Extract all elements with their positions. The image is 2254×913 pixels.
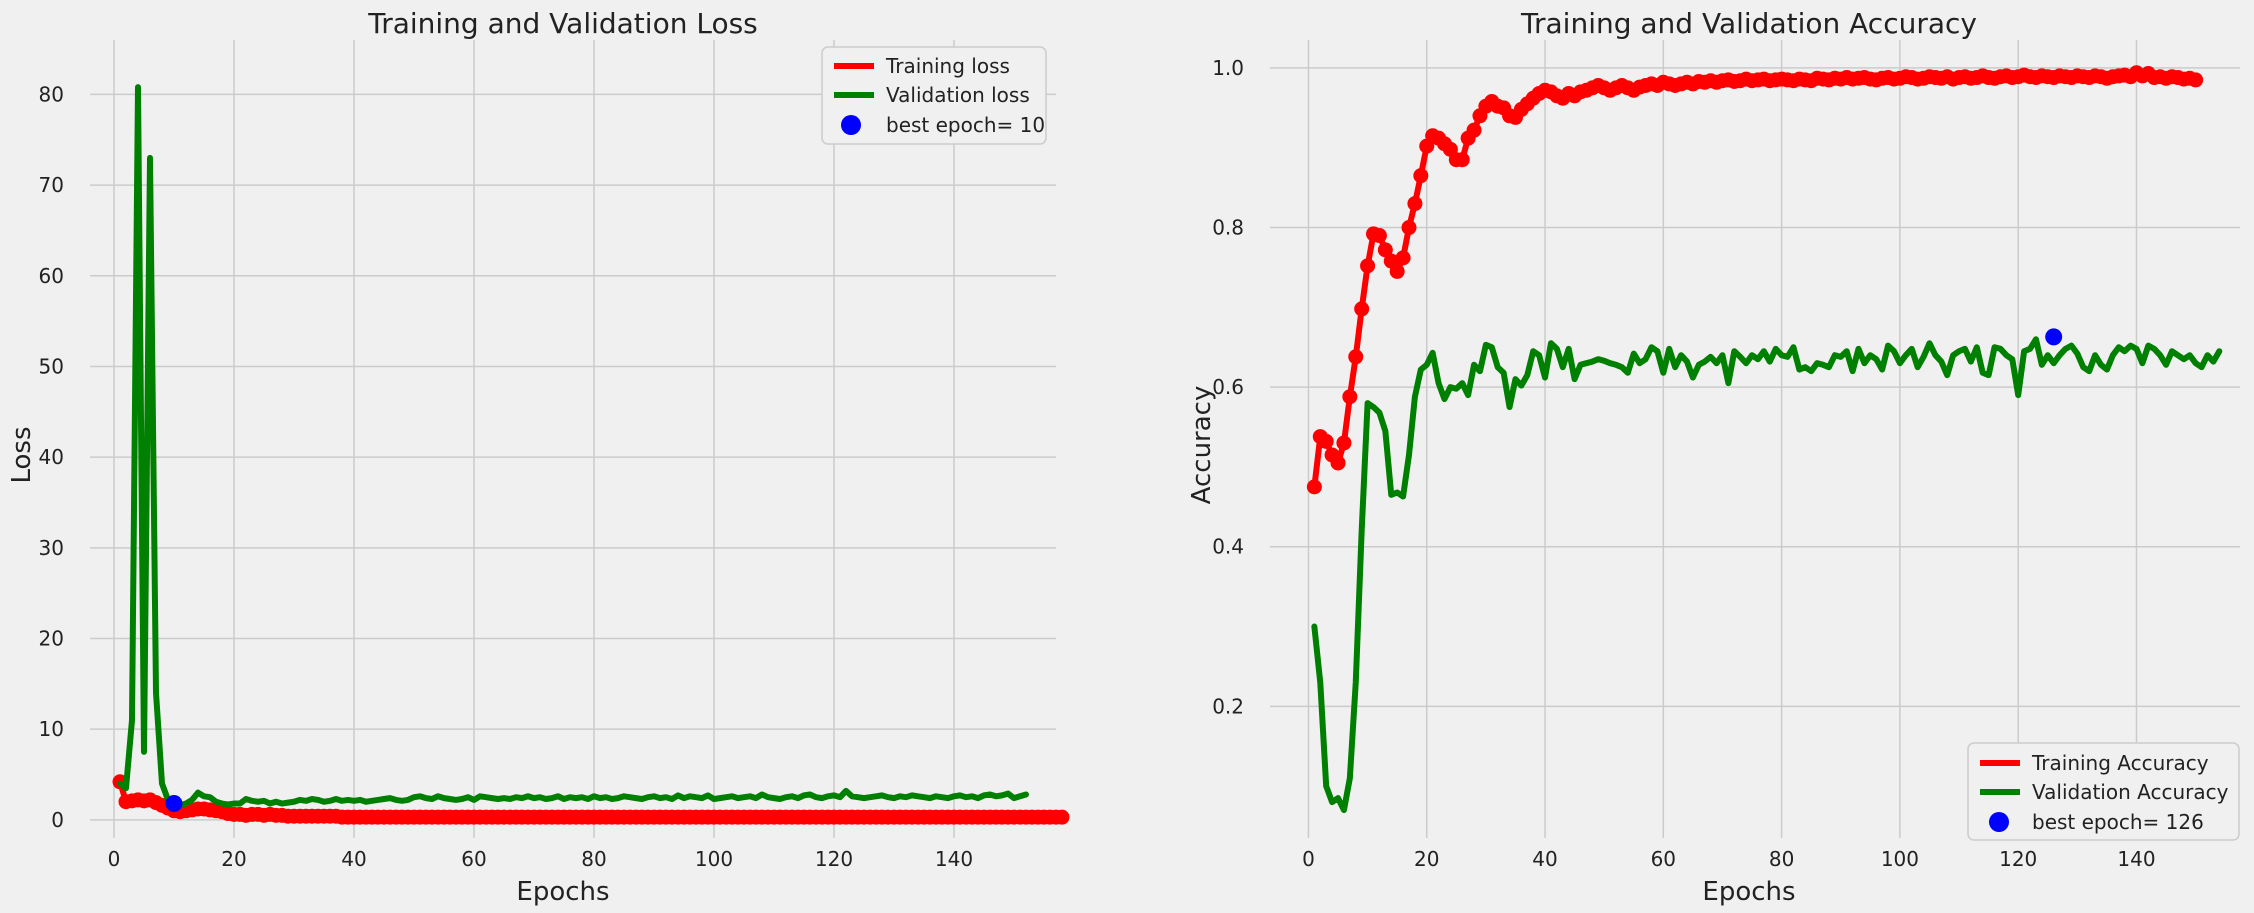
loss-y-tick-label: 10 (39, 717, 64, 741)
accuracy-x-tick-label: 120 (1999, 847, 2037, 871)
accuracy-legend-marker-best (1989, 812, 2009, 832)
accuracy-legend: Training Accuracy Validation Accuracy be… (1967, 742, 2240, 841)
loss-y-tick-label: 30 (39, 536, 64, 560)
loss-legend-label-best: best epoch= 10 (886, 113, 1045, 137)
accuracy-best-epoch-point (2045, 328, 2063, 346)
loss-x-tick-label: 40 (341, 847, 366, 871)
accuracy-series-training-accuracy-point (1348, 349, 1364, 365)
loss-series-training-loss-point (1054, 809, 1070, 825)
accuracy-series-training-accuracy-point (1407, 196, 1423, 212)
accuracy-legend-label-training: Training Accuracy (2031, 751, 2209, 775)
accuracy-y-axis-label: Accuracy (1187, 386, 1217, 505)
loss-best-epoch-point (165, 795, 183, 813)
loss-legend-label-validation: Validation loss (886, 83, 1030, 107)
loss-legend-box (821, 46, 1047, 145)
accuracy-series-training-accuracy-point (2188, 72, 2204, 88)
accuracy-y-tick-label: 1.0 (1212, 56, 1244, 80)
loss-x-tick-label: 80 (581, 847, 606, 871)
loss-panel: Training and Validation Loss 0 20 40 60 80 10… (7, 7, 1070, 907)
loss-x-tick-label: 100 (695, 847, 733, 871)
accuracy-series-training-accuracy-point (1342, 389, 1358, 405)
loss-y-tick-label: 50 (39, 354, 64, 378)
loss-y-tick-label: 80 (39, 82, 64, 106)
accuracy-x-tick-label: 80 (1769, 847, 1794, 871)
accuracy-x-tick-label: 0 (1302, 847, 1315, 871)
loss-y-axis-label: Loss (7, 426, 37, 483)
accuracy-y-ticks: 0.2 0.4 0.6 0.8 1.0 (1212, 56, 1244, 718)
accuracy-chart-title: Training and Validation Accuracy (1520, 7, 1977, 40)
accuracy-series-training-accuracy-point (1395, 250, 1411, 266)
accuracy-x-tick-label: 40 (1532, 847, 1557, 871)
accuracy-panel: Training and Validation Accuracy 0 20 40 60… (1187, 7, 2240, 907)
loss-legend-label-training: Training loss (885, 54, 1010, 78)
loss-x-tick-label: 20 (221, 847, 246, 871)
loss-chart-title: Training and Validation Loss (367, 7, 758, 40)
loss-y-tick-label: 0 (51, 808, 64, 832)
accuracy-legend-box (1967, 742, 2240, 841)
loss-x-tick-label: 140 (935, 847, 973, 871)
accuracy-series-training-accuracy-point (1330, 455, 1346, 471)
loss-series-layer (112, 84, 1070, 825)
accuracy-x-tick-label: 100 (1881, 847, 1919, 871)
loss-y-tick-label: 70 (39, 173, 64, 197)
loss-y-tick-label: 40 (39, 445, 64, 469)
accuracy-x-ticks: 0 20 40 60 80 100 120 140 (1302, 847, 2156, 871)
accuracy-series-training-accuracy-point (1413, 168, 1429, 184)
accuracy-series-training-accuracy-point (1306, 479, 1322, 495)
loss-x-axis-label: Epochs (516, 877, 609, 907)
accuracy-x-tick-label: 140 (2117, 847, 2155, 871)
accuracy-x-tick-label: 60 (1651, 847, 1676, 871)
accuracy-legend-label-best: best epoch= 126 (2032, 810, 2204, 834)
accuracy-series-validation-accuracy-line (1311, 336, 2223, 814)
accuracy-x-tick-label: 20 (1414, 847, 1439, 871)
accuracy-series-layer (1306, 65, 2223, 814)
accuracy-series-training-accuracy-point (1389, 263, 1405, 279)
accuracy-series-training-accuracy-point (1377, 242, 1393, 258)
accuracy-series-training-accuracy-point (1466, 122, 1482, 138)
accuracy-series-training-accuracy-point (1354, 301, 1370, 317)
loss-y-ticks: 0 10 20 30 40 50 60 70 80 (39, 82, 64, 831)
loss-legend: Training loss Validation loss best epoch… (821, 46, 1047, 145)
accuracy-y-tick-label: 0.4 (1212, 535, 1244, 559)
accuracy-y-tick-label: 0.6 (1212, 375, 1244, 399)
accuracy-series-training-accuracy-point (1401, 220, 1417, 236)
loss-x-tick-label: 0 (108, 847, 121, 871)
accuracy-series-training-accuracy-point (1318, 433, 1334, 449)
accuracy-series-training-accuracy-point (1360, 258, 1376, 274)
accuracy-grid (1270, 40, 2240, 838)
loss-x-tick-label: 60 (461, 847, 486, 871)
loss-x-ticks: 0 20 40 60 80 100 120 140 (108, 847, 973, 871)
loss-y-tick-label: 20 (39, 627, 64, 651)
accuracy-series-training-accuracy-point (1371, 228, 1387, 244)
accuracy-legend-label-validation: Validation Accuracy (2032, 780, 2229, 804)
accuracy-series-training-accuracy-point (1336, 435, 1352, 451)
loss-legend-marker-best (841, 115, 861, 135)
accuracy-series-training-accuracy-point (1454, 152, 1470, 168)
accuracy-y-tick-label: 0.2 (1212, 694, 1244, 718)
accuracy-y-tick-label: 0.8 (1212, 216, 1244, 240)
loss-x-tick-label: 120 (815, 847, 853, 871)
loss-series-validation-loss-line (117, 84, 1029, 809)
loss-y-tick-label: 60 (39, 264, 64, 288)
accuracy-x-axis-label: Epochs (1702, 877, 1795, 907)
